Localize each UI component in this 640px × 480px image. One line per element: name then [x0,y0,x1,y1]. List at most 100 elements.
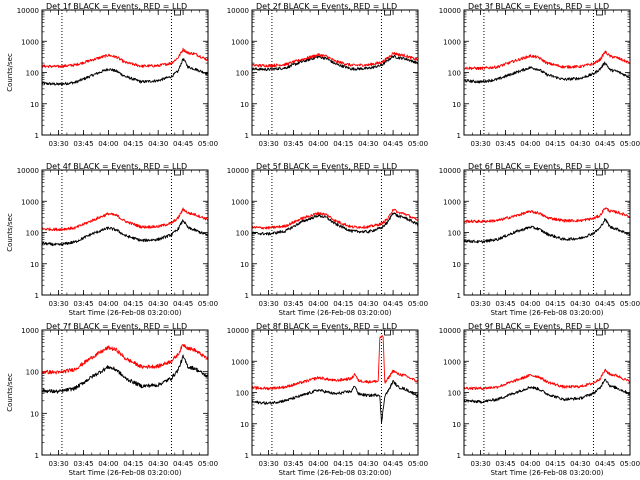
x-tick-label: 03:30 [259,300,279,308]
x-axis-label: Start Time (26-Feb-08 03:20:00) [68,309,181,317]
events-series-line [463,61,631,84]
lld-series-line [251,208,419,230]
x-tick-label: 04:30 [148,140,168,148]
y-tick-label: 10000 [227,167,249,175]
y-tick-label: 10000 [439,7,461,15]
chart-title: Det 6f BLACK = Events, RED = LLD [468,162,609,171]
chart-panel-8: Det 8f BLACK = Events, RED = LLD 1 10 100 10… [227,322,428,477]
chart-title: Det 3f BLACK = Events, RED = LLD [468,2,609,11]
plot-frame [41,9,209,136]
x-tick-label: 03:45 [73,300,93,308]
x-tick-label: 03:30 [471,460,491,468]
y-tick-label: 10 [240,261,249,269]
y-tick-label: 10 [30,261,39,269]
x-tick-label: 04:15 [123,140,143,148]
events-series-line [463,378,631,404]
x-tick-label: 04:15 [333,300,353,308]
y-tick-label: 10000 [227,327,249,335]
x-tick-label: 03:45 [495,300,515,308]
chart-title: Det 9f BLACK = Events, RED = LLD [468,322,609,331]
y-tick-label: 1000 [231,358,249,366]
chart-title: Det 2f BLACK = Events, RED = LLD [256,2,397,11]
y-tick-label: 1 [245,132,249,140]
y-tick-label: 1 [35,132,39,140]
y-tick-label: 100 [448,70,461,78]
y-tick-label: 1000 [21,198,39,206]
y-tick-label: 10000 [227,7,249,15]
x-tick-label: 04:45 [173,140,193,148]
chart-panel-9: Det 9f BLACK = Events, RED = LLD 1 10 100 10… [439,322,640,477]
chart-title: Det 8f BLACK = Events, RED = LLD [256,322,397,331]
events-series-line [251,380,419,424]
y-tick-label: 100 [448,390,461,398]
y-tick-label: 1 [245,292,249,300]
x-axis-label: Start Time (26-Feb-08 03:20:00) [490,309,603,317]
x-tick-label: 04:45 [595,140,615,148]
lld-series-line [463,207,631,224]
x-tick-label: 04:30 [570,140,590,148]
chart-title: Det 4f BLACK = Events, RED = LLD [46,162,187,171]
y-tick-label: 10 [452,101,461,109]
y-tick-label: 100 [26,70,39,78]
x-tick-label: 04:30 [358,300,378,308]
y-axis-label: Counts/sec [6,373,14,412]
x-tick-label: 04:30 [148,460,168,468]
y-tick-label: 1000 [443,358,461,366]
y-tick-label: 10000 [439,167,461,175]
y-tick-label: 100 [236,390,249,398]
lld-series-line [41,343,209,375]
x-tick-label: 04:45 [383,300,403,308]
x-tick-label: 03:45 [283,460,303,468]
x-tick-label: 03:45 [283,300,303,308]
x-tick-label: 03:30 [259,460,279,468]
chart-panel-4: Det 4f BLACK = Events, RED = LLD 1 10 100 10… [6,162,218,317]
y-tick-label: 100 [26,230,39,238]
x-tick-label: 05:00 [198,460,218,468]
chart-panel-7: Det 7f BLACK = Events, RED = LLD 1 10 100 10… [6,322,218,477]
x-tick-label: 04:30 [570,300,590,308]
lld-series-line [463,50,631,71]
events-series-line [463,218,631,244]
chart-panel-2: Det 2f BLACK = Events, RED = LLD 1 10 100 10… [227,2,428,148]
x-tick-label: 04:30 [358,140,378,148]
chart-panel-5: Det 5f BLACK = Events, RED = LLD 1 10 100 10… [227,162,428,317]
x-tick-label: 03:30 [49,300,69,308]
x-tick-label: 04:15 [333,140,353,148]
x-tick-label: 04:00 [98,140,118,148]
y-tick-label: 10 [452,421,461,429]
y-tick-label: 1 [35,452,39,460]
x-tick-label: 04:00 [520,300,540,308]
chart-title: Det 5f BLACK = Events, RED = LLD [256,162,397,171]
x-tick-label: 03:45 [73,460,93,468]
y-tick-label: 10 [30,410,39,418]
chart-title: Det 1f BLACK = Events, RED = LLD [46,2,187,11]
y-tick-label: 1 [35,292,39,300]
x-tick-label: 03:30 [471,140,491,148]
x-axis-label: Start Time (26-Feb-08 03:20:00) [68,469,181,477]
x-tick-label: 04:15 [545,140,565,148]
chart-panel-1: Det 1f BLACK = Events, RED = LLD 1 10 100 10… [6,2,218,148]
plot-frame [463,329,631,456]
x-axis-label: Start Time (26-Feb-08 03:20:00) [490,469,603,477]
plot-frame [251,329,419,456]
y-tick-label: 10000 [17,7,39,15]
y-tick-label: 1000 [21,327,39,335]
chart-panel-3: Det 3f BLACK = Events, RED = LLD 1 10 100 10… [439,2,640,148]
events-series-line [251,54,419,72]
plot-frame [251,9,419,136]
y-axis-label: Counts/sec [6,213,14,252]
x-tick-label: 04:15 [545,460,565,468]
x-tick-label: 04:45 [595,300,615,308]
x-tick-label: 04:45 [383,140,403,148]
x-tick-label: 03:30 [49,460,69,468]
x-tick-label: 04:45 [173,300,193,308]
x-tick-label: 04:00 [98,460,118,468]
events-series-line [41,58,209,86]
y-tick-label: 1000 [443,38,461,46]
chart-title: Det 7f BLACK = Events, RED = LLD [46,322,187,331]
chart-panel-6: Det 6f BLACK = Events, RED = LLD 1 10 100 10… [439,162,640,317]
plot-frame [251,169,419,296]
lld-series-line [41,47,209,69]
x-tick-label: 03:30 [471,300,491,308]
